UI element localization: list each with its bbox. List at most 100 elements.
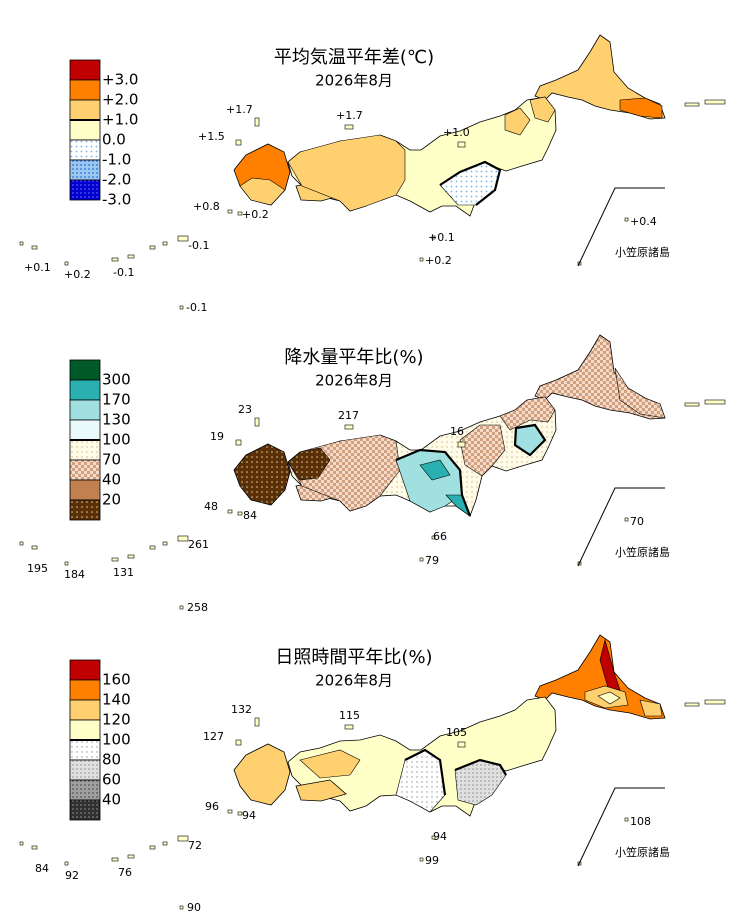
legend-swatch: [69, 659, 101, 681]
map-panel: 小笠原諸島 平均気温平年差(℃) 2026年8月 +3.0 +2.0 +1.0 0.0 -1.…: [19, 34, 726, 314]
legend-label: 130: [102, 411, 131, 429]
station-value: +1.7: [226, 103, 253, 116]
anomaly-area: [639, 699, 663, 717]
station-value: 66: [433, 530, 447, 543]
inset-label: 小笠原諸島: [615, 245, 670, 259]
station-value: 131: [113, 566, 134, 579]
anomaly-area: [597, 691, 621, 705]
station-value: 90: [187, 901, 201, 914]
station-value: -0.1: [113, 266, 134, 279]
station-value: 184: [64, 568, 85, 581]
station-value: 99: [425, 854, 439, 867]
legend-label: 160: [102, 671, 131, 689]
legend-swatch: [69, 699, 101, 721]
station-value: 19: [210, 430, 224, 443]
station-value: +1.0: [443, 126, 470, 139]
station-value: 105: [446, 726, 467, 739]
legend-label: 20: [102, 491, 121, 509]
legend-label: 100: [102, 431, 131, 449]
legend-label: 60: [102, 771, 121, 789]
legend-swatch: [69, 499, 101, 521]
station-value: 92: [65, 869, 79, 882]
legend-swatch: [69, 799, 101, 821]
legend-swatch: [69, 419, 101, 441]
station-value: 115: [339, 709, 360, 722]
station-value: -0.1: [186, 301, 207, 314]
legend-label: 100: [102, 731, 131, 749]
inset-label: 小笠原諸島: [615, 545, 670, 559]
legend-swatch: [69, 739, 101, 761]
map-title: 平均気温平年差(℃): [274, 47, 434, 68]
map-title: 降水量平年比(%): [284, 347, 423, 368]
station-value: 96: [205, 800, 219, 813]
legend-label: -1.0: [102, 151, 131, 169]
legend-swatch: [69, 379, 101, 401]
legend-label: 0.0: [102, 131, 126, 149]
legend-label: 40: [102, 791, 121, 809]
legend-swatch: [69, 779, 101, 801]
anomaly-area: [287, 447, 331, 481]
legend-swatch: [69, 139, 101, 161]
legend-swatch: [69, 159, 101, 181]
legend-label: 170: [102, 391, 131, 409]
station-value: 84: [243, 509, 257, 522]
anomaly-area: [504, 107, 531, 136]
station-value: 195: [27, 562, 48, 575]
legend-label: 140: [102, 691, 131, 709]
land-region: [233, 443, 291, 506]
panels: 小笠原諸島 平均気温平年差(℃) 2026年8月 +3.0 +2.0 +1.0 0.0 -1.…: [19, 34, 726, 914]
station-value: 72: [188, 839, 202, 852]
map-subtitle: 2026年8月: [315, 672, 393, 690]
station-value: 127: [203, 730, 224, 743]
legend-swatch: [69, 359, 101, 381]
station-value: +1.5: [198, 130, 225, 143]
station-value: 76: [118, 866, 132, 879]
station-value: 70: [630, 515, 644, 528]
station-value: +0.2: [242, 208, 269, 221]
station-value: 132: [231, 703, 252, 716]
station-value: 94: [433, 830, 447, 843]
legend-swatch: [69, 399, 101, 421]
legend-swatch: [69, 459, 101, 481]
anomaly-area: [299, 749, 361, 779]
legend: 160 140 120 100 80 60 40: [69, 659, 131, 821]
anomaly-area: [499, 396, 556, 431]
station-value: 217: [338, 409, 359, 422]
legend-swatch: [69, 79, 101, 101]
legend-label: +3.0: [102, 71, 138, 89]
map-title: 日照時間平年比(%): [275, 647, 432, 668]
station-value: -0.1: [188, 239, 209, 252]
normal-contour: [395, 423, 547, 517]
legend-swatch: [69, 679, 101, 701]
map-subtitle: 2026年8月: [315, 372, 393, 390]
legend-swatch: [69, 479, 101, 501]
legend-swatch: [69, 59, 101, 81]
legend-swatch: [69, 119, 101, 141]
land-region: [233, 743, 291, 806]
legend-label: +1.0: [102, 111, 138, 129]
normal-contour: [404, 748, 507, 796]
legend-label: 80: [102, 751, 121, 769]
station-value: 94: [242, 809, 256, 822]
station-value: +0.8: [193, 200, 220, 213]
anomaly-area: [239, 177, 286, 206]
anomaly-area: [287, 134, 406, 212]
anomaly-area: [529, 96, 556, 123]
japan-map: [19, 634, 726, 910]
station-value: +0.2: [425, 254, 452, 267]
legend-swatch: [69, 719, 101, 741]
station-value: 261: [188, 538, 209, 551]
japan-map: [19, 34, 726, 310]
map-panel: 小笠原諸島 降水量平年比(%) 2026年8月 300 170 130 100 70 40 20 2…: [19, 334, 726, 614]
anomaly-area: [459, 424, 506, 477]
anomaly-area: [619, 97, 663, 119]
station-value: +0.1: [24, 261, 51, 274]
legend: 300 170 130 100 70 40 20: [69, 359, 131, 521]
normal-contour: [439, 160, 502, 206]
legend-label: +2.0: [102, 91, 138, 109]
japan-map: [19, 334, 726, 610]
station-value: 79: [425, 554, 439, 567]
legend-label: -2.0: [102, 171, 131, 189]
